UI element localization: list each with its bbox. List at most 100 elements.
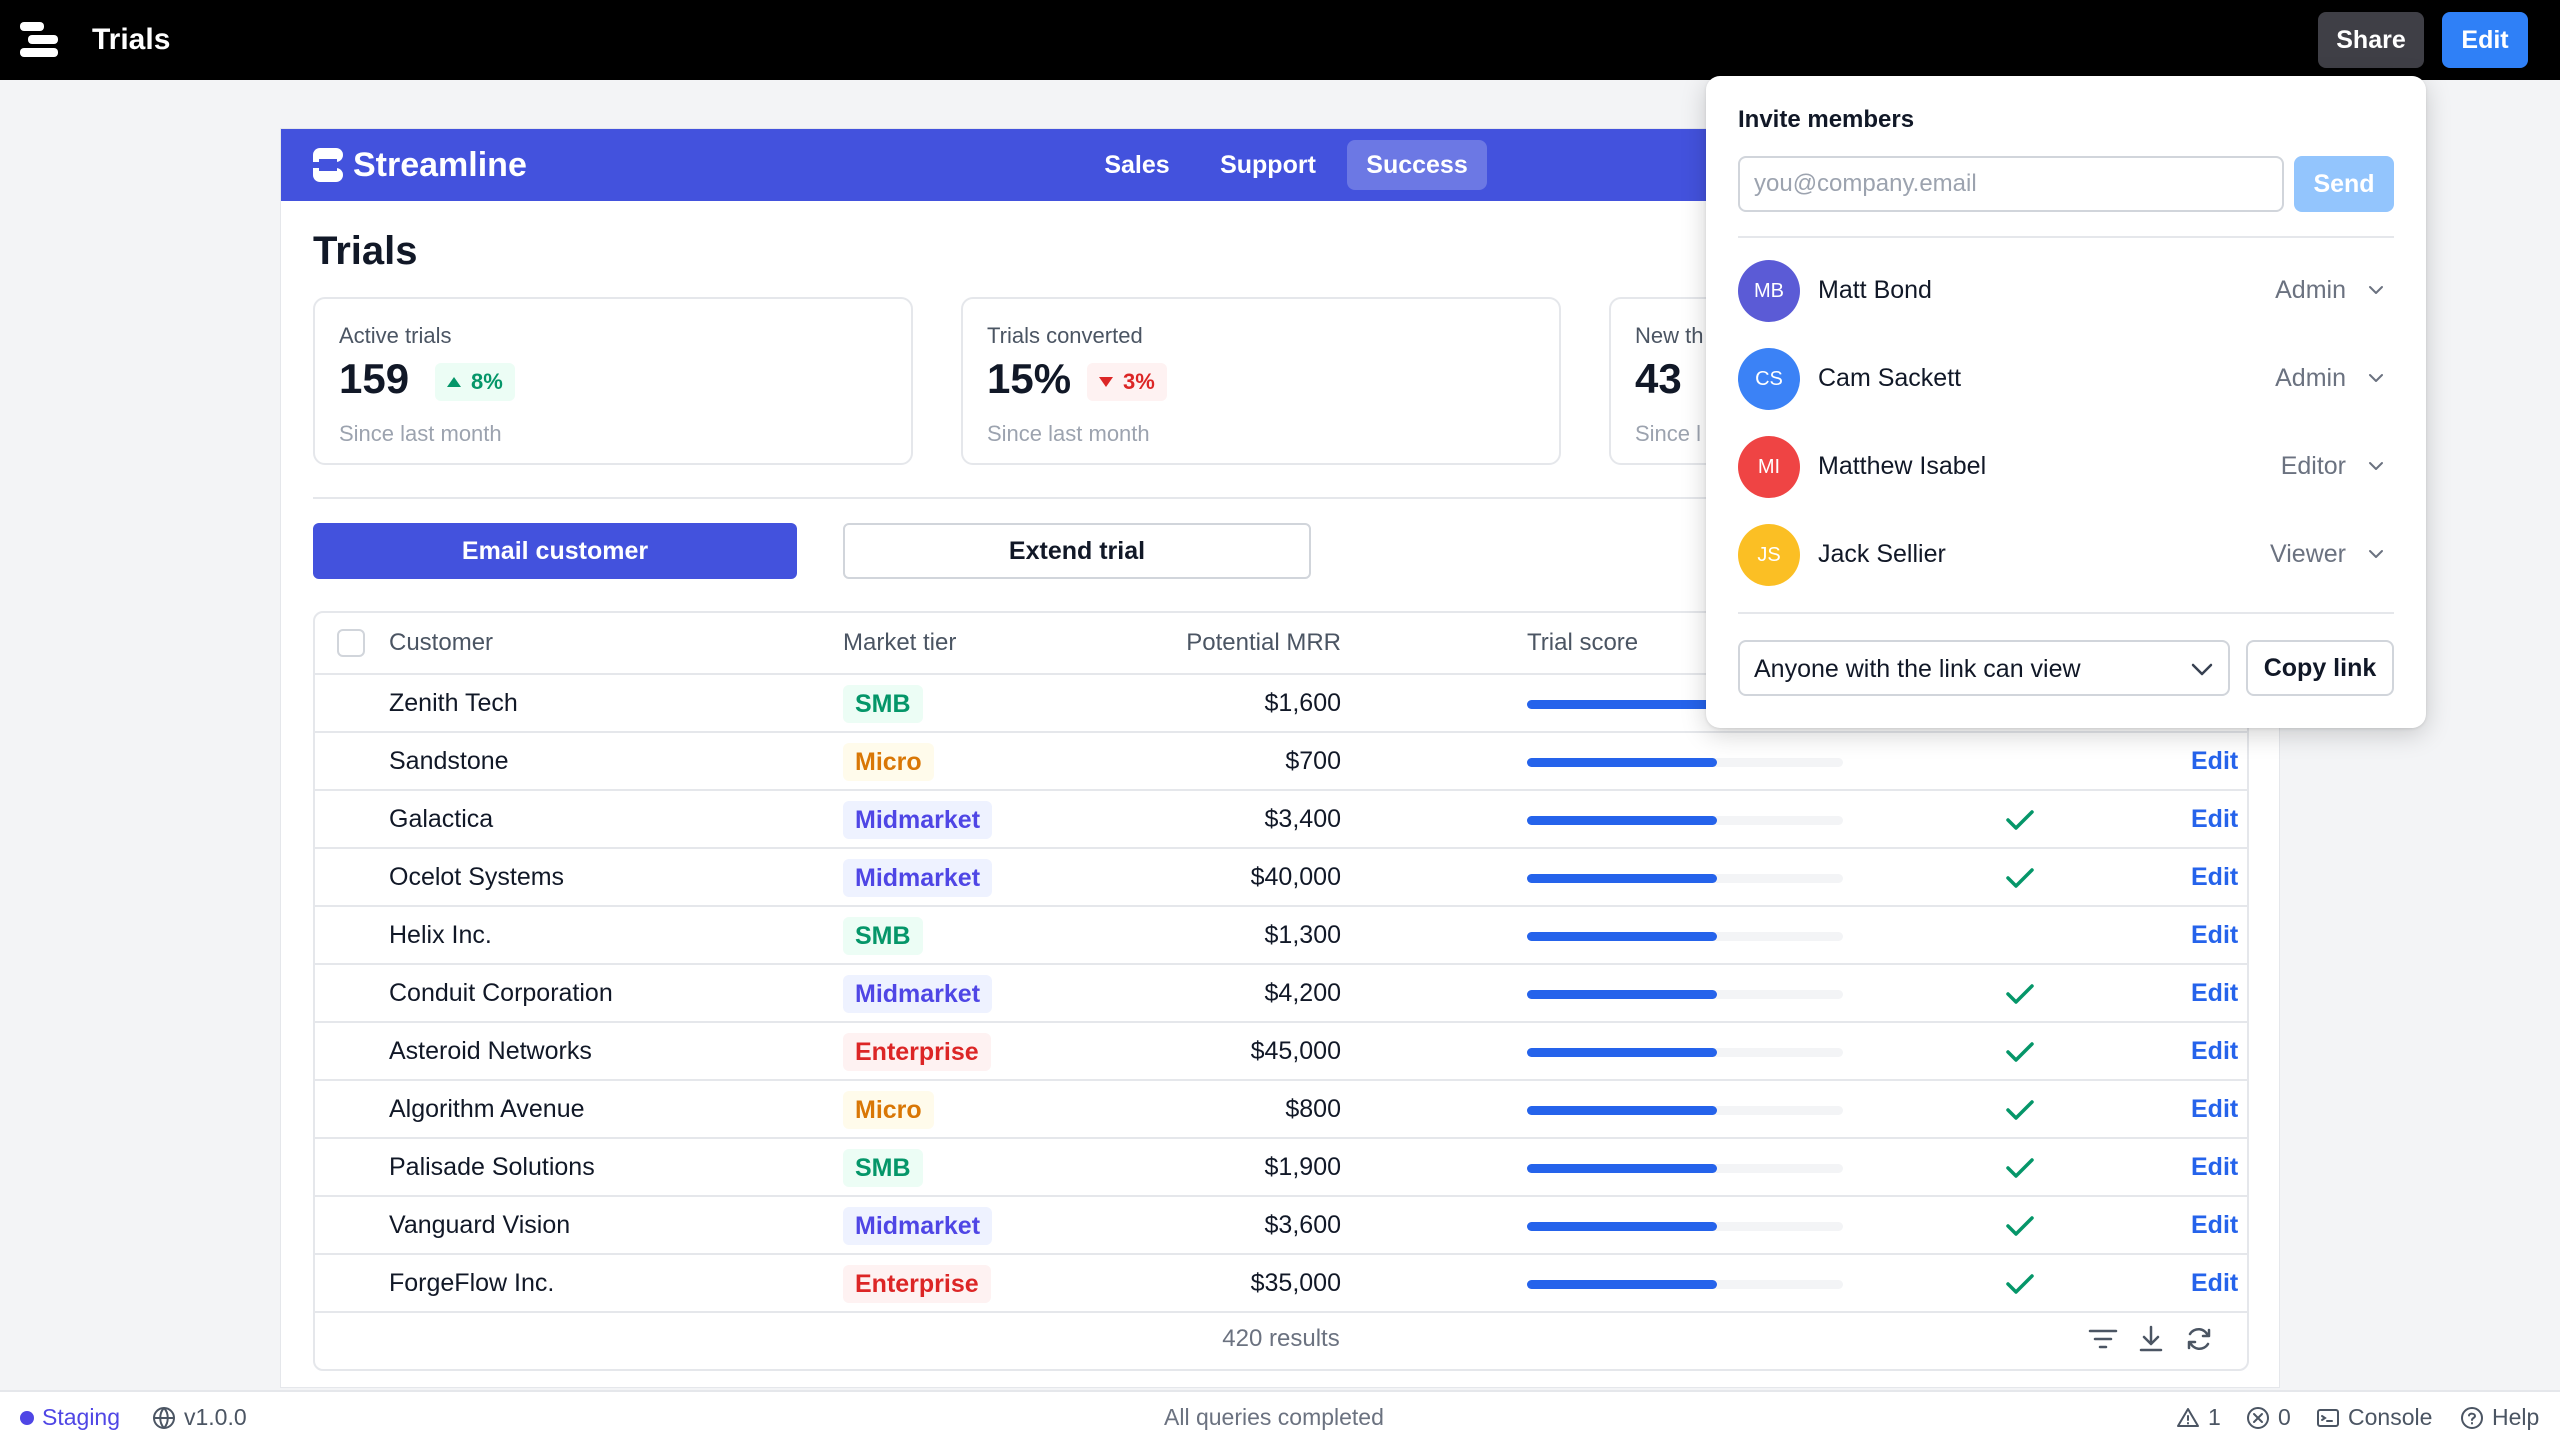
edit-row-link[interactable]: Edit bbox=[2191, 1211, 2239, 1239]
email-customer-button[interactable]: Email customer bbox=[313, 523, 797, 579]
avatar: MI bbox=[1738, 436, 1800, 498]
edit-row-link[interactable]: Edit bbox=[2191, 1037, 2239, 1065]
avatar: MB bbox=[1738, 260, 1800, 322]
member-role-select[interactable]: Editor bbox=[2280, 452, 2346, 480]
arrow-up-icon bbox=[447, 377, 461, 387]
nav-tab-success[interactable]: Success bbox=[1347, 140, 1487, 190]
edit-row-link[interactable]: Edit bbox=[2191, 921, 2239, 949]
trial-score-fill bbox=[1527, 1048, 1717, 1057]
trial-score-fill bbox=[1527, 990, 1717, 999]
errors-indicator[interactable]: 0 bbox=[2246, 1404, 2291, 1431]
column-header-customer[interactable]: Customer bbox=[389, 629, 494, 656]
checkmark-icon bbox=[2006, 1216, 2034, 1236]
column-header-potential-mrr[interactable]: Potential MRR bbox=[1186, 629, 1341, 656]
select-all-checkbox[interactable] bbox=[337, 629, 365, 657]
table-row[interactable]: Algorithm Avenue Micro $800 Edit bbox=[315, 1081, 2247, 1139]
trial-score-fill bbox=[1527, 758, 1717, 767]
warnings-count: 1 bbox=[2208, 1404, 2221, 1430]
trial-score-bar bbox=[1527, 816, 1843, 825]
arrow-down-icon bbox=[1099, 377, 1113, 387]
table-row[interactable]: Galactica Midmarket $3,400 Edit bbox=[315, 791, 2247, 849]
copy-link-button[interactable]: Copy link bbox=[2246, 640, 2394, 696]
table-row[interactable]: Palisade Solutions SMB $1,900 Edit bbox=[315, 1139, 2247, 1197]
extend-trial-button[interactable]: Extend trial bbox=[843, 523, 1311, 579]
avatar: JS bbox=[1738, 524, 1800, 586]
app-logo-icon[interactable] bbox=[20, 22, 60, 58]
environment-label: Staging bbox=[42, 1404, 121, 1430]
customer-name: Zenith Tech bbox=[389, 689, 518, 717]
download-icon[interactable] bbox=[2135, 1323, 2167, 1355]
trial-score-fill bbox=[1527, 700, 1717, 709]
page-title: Trials bbox=[313, 229, 418, 273]
brand[interactable]: Streamline bbox=[313, 145, 527, 185]
status-dot-icon bbox=[20, 1410, 34, 1425]
popover-divider bbox=[1738, 612, 2394, 614]
chevron-down-icon[interactable] bbox=[2366, 280, 2386, 300]
member-row: MI Matthew Isabel Editor bbox=[1738, 434, 2394, 500]
environment-indicator[interactable]: Staging bbox=[20, 1404, 120, 1431]
brand-name: Streamline bbox=[353, 145, 527, 184]
customer-name: Ocelot Systems bbox=[389, 863, 565, 891]
status-bar: Staging v1.0.0 All queries completed 1 0… bbox=[0, 1390, 2560, 1440]
column-header-market-tier[interactable]: Market tier bbox=[843, 629, 957, 656]
invite-email-input[interactable] bbox=[1738, 156, 2284, 212]
potential-mrr: $800 bbox=[1285, 1095, 1341, 1123]
chevron-down-icon[interactable] bbox=[2366, 368, 2386, 388]
chevron-down-icon[interactable] bbox=[2366, 544, 2386, 564]
help-label: Help bbox=[2492, 1404, 2540, 1430]
results-count: 420 results bbox=[1222, 1325, 1340, 1352]
checkmark-icon bbox=[2006, 1274, 2034, 1294]
console-icon bbox=[2317, 1408, 2339, 1427]
share-button[interactable]: Share bbox=[2318, 12, 2424, 68]
error-icon bbox=[2247, 1406, 2269, 1429]
member-role-select[interactable]: Admin bbox=[2275, 364, 2346, 392]
member-role-select[interactable]: Viewer bbox=[2270, 540, 2346, 568]
table-row[interactable]: ForgeFlow Inc. Enterprise $35,000 Edit bbox=[315, 1255, 2247, 1313]
edit-row-link[interactable]: Edit bbox=[2191, 863, 2239, 891]
edit-row-link[interactable]: Edit bbox=[2191, 747, 2239, 775]
stat-card-active-trials: Active trials 159 8% Since last month bbox=[313, 297, 913, 465]
member-name: Jack Sellier bbox=[1818, 540, 1946, 568]
edit-app-button[interactable]: Edit bbox=[2442, 12, 2528, 68]
table-row[interactable]: Vanguard Vision Midmarket $3,600 Edit bbox=[315, 1197, 2247, 1255]
potential-mrr: $1,300 bbox=[1264, 921, 1341, 949]
table-row[interactable]: Helix Inc. SMB $1,300 Edit bbox=[315, 907, 2247, 965]
checkmark-icon bbox=[2006, 984, 2034, 1004]
edit-row-link[interactable]: Edit bbox=[2191, 1269, 2239, 1297]
table-row[interactable]: Ocelot Systems Midmarket $40,000 Edit bbox=[315, 849, 2247, 907]
edit-row-link[interactable]: Edit bbox=[2191, 1095, 2239, 1123]
edit-row-link[interactable]: Edit bbox=[2191, 979, 2239, 1007]
stat-delta-badge: 8% bbox=[435, 363, 515, 401]
customer-name: Palisade Solutions bbox=[389, 1153, 595, 1181]
market-tier-badge: SMB bbox=[843, 1149, 923, 1187]
edit-row-link[interactable]: Edit bbox=[2191, 1153, 2239, 1181]
column-header-trial-score[interactable]: Trial score bbox=[1527, 629, 1639, 656]
table-row[interactable]: Sandstone Micro $700 Edit bbox=[315, 733, 2247, 791]
nav-tab-support[interactable]: Support bbox=[1220, 151, 1316, 179]
refresh-icon[interactable] bbox=[2183, 1323, 2215, 1355]
top-bar: Trials Share Edit bbox=[0, 0, 2560, 80]
potential-mrr: $40,000 bbox=[1250, 863, 1341, 891]
nav-tab-sales[interactable]: Sales bbox=[1104, 151, 1170, 179]
market-tier-badge: Midmarket bbox=[843, 801, 993, 839]
edit-row-link[interactable]: Edit bbox=[2191, 805, 2239, 833]
table-row[interactable]: Asteroid Networks Enterprise $45,000 Edit bbox=[315, 1023, 2247, 1081]
member-role-select[interactable]: Admin bbox=[2275, 276, 2346, 304]
version-indicator[interactable]: v1.0.0 bbox=[152, 1404, 247, 1431]
console-button[interactable]: Console bbox=[2316, 1404, 2432, 1431]
trial-score-bar bbox=[1527, 932, 1843, 941]
table-row[interactable]: Conduit Corporation Midmarket $4,200 Edit bbox=[315, 965, 2247, 1023]
member-name: Matthew Isabel bbox=[1818, 452, 1987, 480]
stat-delta-badge: 3% bbox=[1087, 363, 1167, 401]
filter-icon[interactable] bbox=[2087, 1323, 2119, 1355]
market-tier-badge: Micro bbox=[843, 743, 934, 781]
link-access-value: Anyone with the link can view bbox=[1754, 655, 2081, 683]
market-tier-badge: Midmarket bbox=[843, 975, 993, 1013]
chevron-down-icon[interactable] bbox=[2366, 456, 2386, 476]
warnings-indicator[interactable]: 1 bbox=[2176, 1404, 2221, 1431]
send-invite-button[interactable]: Send bbox=[2294, 156, 2394, 212]
potential-mrr: $1,600 bbox=[1264, 689, 1341, 717]
trial-score-fill bbox=[1527, 1222, 1717, 1231]
help-button[interactable]: Help bbox=[2460, 1404, 2539, 1431]
link-access-select[interactable]: Anyone with the link can view bbox=[1738, 640, 2230, 696]
